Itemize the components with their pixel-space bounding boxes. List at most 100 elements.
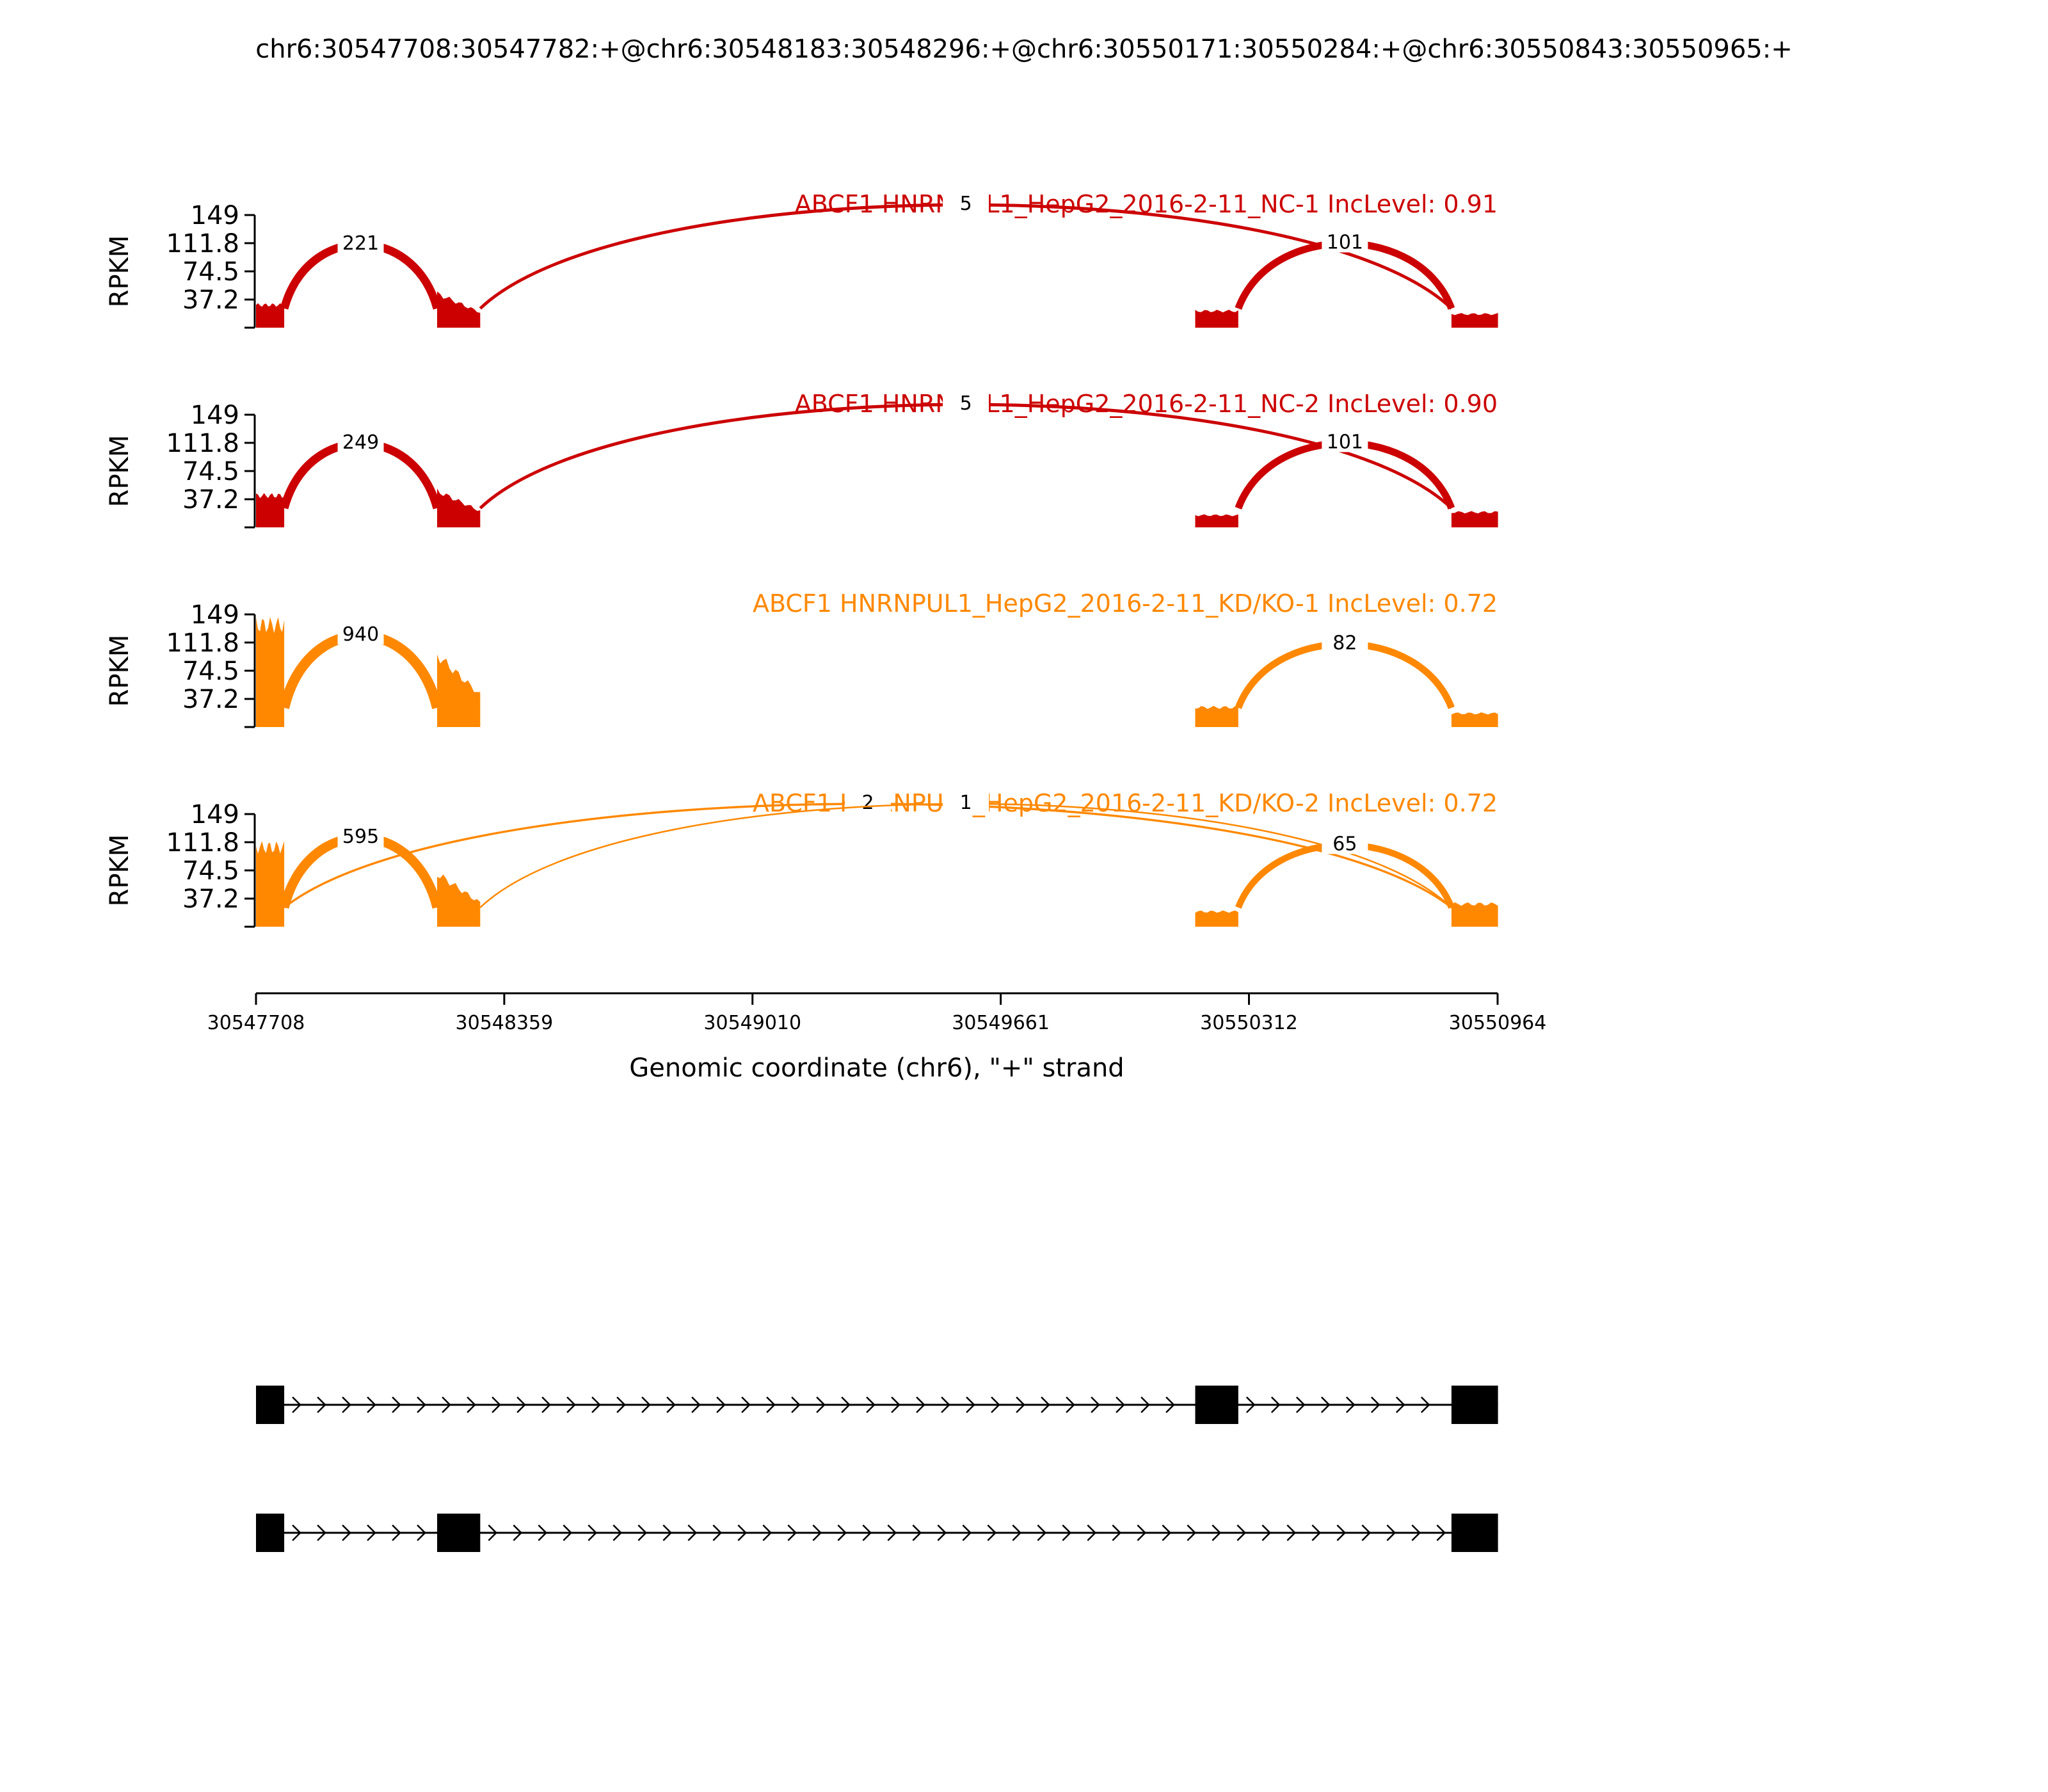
strand-arrow bbox=[841, 1396, 851, 1413]
junction-label-bg bbox=[1322, 630, 1368, 653]
strand-arrow bbox=[1087, 1524, 1097, 1541]
strand-arrow bbox=[687, 1524, 698, 1541]
junction-label-bg bbox=[337, 230, 384, 253]
y-tick-label: 111.8 bbox=[166, 429, 239, 458]
strand-arrow bbox=[616, 1396, 626, 1413]
strand-arrow bbox=[787, 1524, 797, 1541]
strand-arrow bbox=[1165, 1396, 1175, 1413]
y-tick-label: 111.8 bbox=[166, 828, 239, 858]
y-tick-label: 74.5 bbox=[182, 856, 239, 886]
strand-arrow bbox=[637, 1524, 648, 1541]
junction-label-bg bbox=[337, 621, 384, 644]
junction-label: 940 bbox=[342, 623, 379, 646]
y-tick-label: 149 bbox=[191, 201, 239, 230]
junction-label-bg bbox=[1322, 831, 1368, 854]
strand-arrow bbox=[766, 1396, 776, 1413]
strand-arrow bbox=[538, 1524, 548, 1541]
strand-arrow bbox=[791, 1396, 801, 1413]
junction-arc bbox=[479, 203, 1453, 310]
strand-arrow bbox=[367, 1396, 376, 1413]
coverage-block bbox=[437, 874, 481, 927]
junction-arc bbox=[479, 803, 1452, 908]
strand-arrow bbox=[887, 1524, 897, 1541]
x-axis: 30547708 30548359 30549010 30549661 30550312… bbox=[207, 992, 1546, 1034]
strand-arrow bbox=[666, 1396, 676, 1413]
strand-arrow bbox=[1370, 1396, 1380, 1413]
strand-arrow bbox=[762, 1524, 772, 1541]
exon-block bbox=[1451, 1386, 1498, 1424]
x-tick-label: 30548359 bbox=[456, 1012, 554, 1034]
junction-label-bg bbox=[1322, 229, 1368, 253]
junction-label: 65 bbox=[1332, 833, 1357, 855]
coverage-block bbox=[1451, 511, 1498, 527]
strand-arrow bbox=[392, 1524, 401, 1541]
strand-arrow bbox=[1395, 1396, 1405, 1413]
strand-arrow bbox=[1286, 1524, 1297, 1541]
junction-label-bg bbox=[943, 390, 989, 413]
junction-label-bg bbox=[943, 790, 989, 813]
coverage-block bbox=[1195, 514, 1238, 527]
y-axis-label: RPKM bbox=[105, 236, 134, 308]
strand-arrow bbox=[1295, 1396, 1306, 1413]
strand-arrow bbox=[563, 1524, 573, 1541]
strand-arrow bbox=[488, 1524, 498, 1541]
junction-label-bg bbox=[337, 823, 384, 847]
strand-arrow bbox=[442, 1396, 451, 1413]
strand-arrow bbox=[1311, 1524, 1322, 1541]
coverage-block bbox=[1195, 310, 1238, 328]
coverage-block bbox=[1451, 313, 1498, 328]
strand-arrow bbox=[467, 1396, 476, 1413]
y-tick-label: 111.8 bbox=[166, 628, 239, 658]
strand-arrow bbox=[342, 1524, 351, 1541]
junction-label-bg bbox=[1322, 429, 1368, 452]
exon-block bbox=[1195, 1386, 1238, 1424]
strand-arrow bbox=[966, 1396, 975, 1413]
strand-arrow bbox=[417, 1524, 426, 1541]
strand-arrow bbox=[712, 1524, 723, 1541]
strand-arrow bbox=[1116, 1396, 1125, 1413]
x-tick-label: 30547708 bbox=[207, 1012, 305, 1034]
y-tick-label: 74.5 bbox=[182, 457, 239, 486]
junction-label: 595 bbox=[342, 826, 379, 848]
coverage-block bbox=[1195, 910, 1238, 927]
strand-arrow bbox=[492, 1396, 501, 1413]
strand-arrow bbox=[1345, 1396, 1356, 1413]
junction-label: 221 bbox=[342, 232, 379, 255]
strand-arrow bbox=[392, 1396, 401, 1413]
exon-block bbox=[256, 1514, 285, 1552]
strand-arrow bbox=[812, 1524, 822, 1541]
x-axis-label: Genomic coordinate (chr6), "+" strand bbox=[629, 1053, 1124, 1083]
strand-arrow bbox=[991, 1396, 1000, 1413]
chart-title: chr6:30547708:30547782:+@chr6:30548183:3… bbox=[255, 35, 1792, 64]
strand-arrow bbox=[1041, 1396, 1050, 1413]
strand-arrow bbox=[662, 1524, 673, 1541]
strand-arrow bbox=[1140, 1396, 1150, 1413]
strand-arrow bbox=[1236, 1524, 1247, 1541]
strand-arrow bbox=[641, 1396, 651, 1413]
junction-label: 5 bbox=[960, 392, 972, 415]
y-axis-label: RPKM bbox=[105, 435, 134, 508]
strand-arrow bbox=[937, 1524, 947, 1541]
strand-arrow bbox=[1336, 1524, 1347, 1541]
strand-arrow bbox=[941, 1396, 950, 1413]
strand-arrow bbox=[1091, 1396, 1100, 1413]
junction-arc bbox=[279, 833, 442, 909]
coverage-block bbox=[437, 488, 481, 527]
strand-arrow bbox=[891, 1396, 900, 1413]
coverage-block bbox=[1451, 712, 1498, 727]
junction-label: 101 bbox=[1327, 431, 1363, 453]
strand-arrow bbox=[1436, 1524, 1446, 1541]
strand-arrow bbox=[862, 1524, 872, 1541]
strand-arrow bbox=[866, 1396, 876, 1413]
strand-arrow bbox=[741, 1396, 751, 1413]
strand-arrow bbox=[1062, 1524, 1072, 1541]
strand-arrow bbox=[691, 1396, 701, 1413]
strand-arrow bbox=[317, 1396, 326, 1413]
strand-arrow bbox=[837, 1524, 847, 1541]
y-tick-label: 74.5 bbox=[182, 657, 239, 686]
exon-block bbox=[437, 1514, 481, 1552]
strand-arrow bbox=[292, 1396, 301, 1413]
junction-label: 1 bbox=[960, 792, 972, 814]
